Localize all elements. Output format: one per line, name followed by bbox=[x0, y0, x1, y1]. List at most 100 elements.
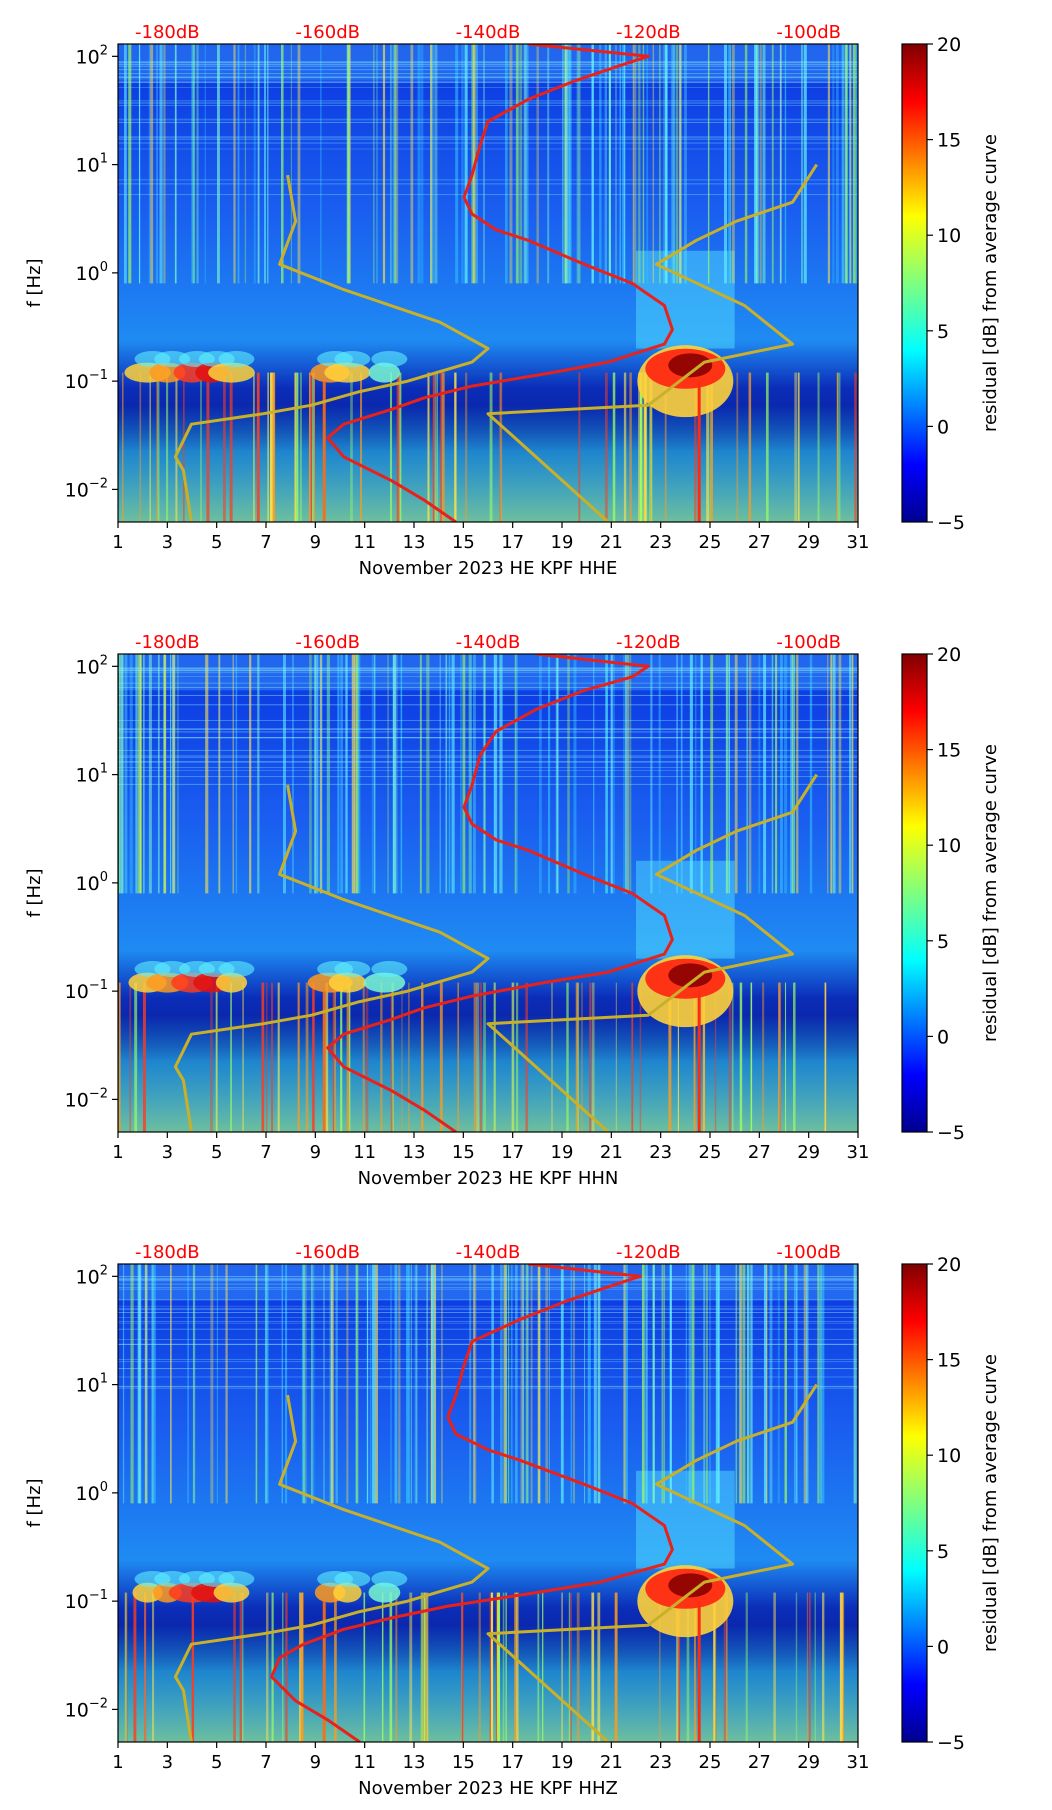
noise-model-curve bbox=[173, 784, 490, 1132]
event-spike bbox=[677, 982, 680, 1132]
transient-stripe bbox=[170, 1264, 172, 1504]
event-spike bbox=[365, 982, 369, 1132]
transient-stripe bbox=[715, 1264, 719, 1504]
transient-stripe bbox=[836, 44, 839, 284]
x-tick-label: 1 bbox=[112, 1752, 123, 1773]
noise-model-curve bbox=[486, 773, 818, 1132]
transient-stripe bbox=[790, 654, 793, 894]
event-spike bbox=[597, 1592, 601, 1742]
event-spike bbox=[398, 372, 402, 522]
transient-stripe bbox=[285, 1264, 288, 1504]
transient-stripe bbox=[310, 1264, 313, 1504]
transient-stripe bbox=[351, 654, 355, 894]
x-tick-label: 27 bbox=[748, 1142, 771, 1163]
transient-stripe bbox=[555, 654, 559, 894]
transient-stripe bbox=[751, 1264, 753, 1504]
transient-stripe bbox=[591, 44, 594, 284]
event-spike bbox=[457, 982, 459, 1132]
event-spike bbox=[322, 381, 326, 522]
transient-stripe bbox=[547, 654, 551, 894]
event-spike bbox=[423, 1592, 426, 1742]
transient-stripe bbox=[623, 654, 625, 894]
transient-stripe bbox=[684, 44, 687, 284]
x-tick-label: 13 bbox=[403, 1752, 426, 1773]
event-spike bbox=[401, 982, 403, 1132]
transient-stripe bbox=[301, 1264, 305, 1504]
spectral-line bbox=[118, 62, 858, 64]
storm-event-peak bbox=[668, 1573, 713, 1598]
transient-stripe bbox=[417, 44, 421, 284]
spectral-line bbox=[118, 104, 858, 106]
transient-stripe bbox=[856, 44, 858, 284]
event-spike bbox=[822, 1592, 825, 1742]
event-spike bbox=[122, 372, 124, 522]
event-spike bbox=[421, 982, 424, 1132]
transient-stripe bbox=[729, 44, 731, 284]
transient-stripe bbox=[461, 44, 464, 284]
colorbar-tick-label: 0 bbox=[937, 1636, 949, 1658]
transient-stripe bbox=[573, 1264, 575, 1504]
plot-frame bbox=[117, 43, 859, 523]
transient-stripe bbox=[441, 1264, 443, 1504]
y-tick-label: 100 bbox=[76, 1480, 108, 1505]
spectral-line bbox=[118, 102, 858, 104]
event-spike bbox=[837, 372, 841, 522]
low-frequency-band bbox=[118, 405, 858, 522]
transient-stripe bbox=[121, 654, 124, 894]
event-spike bbox=[294, 372, 297, 522]
transient-stripe bbox=[508, 1264, 510, 1504]
event-spike bbox=[166, 372, 169, 522]
event-spike bbox=[765, 372, 769, 522]
event-spike bbox=[200, 372, 202, 522]
transient-stripe bbox=[469, 1264, 472, 1504]
spectral-line bbox=[118, 73, 858, 75]
transient-stripe bbox=[515, 44, 519, 284]
x-tick-label: 9 bbox=[310, 1142, 321, 1163]
y-tick-label: 102 bbox=[76, 43, 108, 68]
event-spike bbox=[678, 1592, 681, 1742]
transient-stripe bbox=[281, 1264, 284, 1504]
event-spike bbox=[223, 372, 226, 522]
transient-stripe bbox=[629, 654, 632, 894]
transient-stripe bbox=[803, 44, 807, 284]
transient-stripe bbox=[430, 44, 432, 284]
y-tick-label: 101 bbox=[76, 152, 108, 177]
transient-stripe bbox=[122, 1264, 125, 1504]
transient-stripe bbox=[688, 1264, 692, 1504]
spectral-line bbox=[118, 770, 858, 771]
transient-stripe bbox=[431, 1264, 435, 1504]
event-spike bbox=[568, 1592, 571, 1742]
event-spike bbox=[144, 1592, 147, 1742]
transient-stripe bbox=[371, 654, 375, 894]
transient-stripe bbox=[525, 1264, 529, 1504]
x-tick-label: 1 bbox=[112, 532, 123, 553]
x-tick-label: 31 bbox=[847, 1752, 870, 1773]
db-axis-label: -120dB bbox=[616, 22, 681, 43]
event-spike bbox=[591, 1592, 595, 1742]
microseism-blob bbox=[334, 351, 371, 368]
transient-stripe bbox=[145, 1264, 148, 1504]
transient-stripe bbox=[672, 44, 676, 284]
colorbar bbox=[901, 653, 928, 1133]
noise-model-curve bbox=[486, 163, 818, 522]
transient-stripe bbox=[661, 1264, 664, 1504]
transient-stripe bbox=[119, 654, 123, 894]
event-spike bbox=[480, 982, 482, 1132]
db-axis-label: -180dB bbox=[135, 1242, 200, 1263]
transient-stripe bbox=[689, 654, 693, 894]
x-tick-label: 5 bbox=[211, 1142, 222, 1163]
event-spike bbox=[604, 372, 608, 522]
event-spike bbox=[578, 372, 581, 522]
transient-stripe bbox=[515, 1264, 518, 1504]
event-spike bbox=[233, 1592, 236, 1742]
transient-stripe bbox=[728, 44, 731, 284]
event-spike bbox=[806, 1592, 809, 1742]
transient-stripe bbox=[663, 1264, 665, 1504]
transient-stripe bbox=[138, 654, 141, 894]
transient-stripe bbox=[703, 1264, 705, 1504]
transient-stripe bbox=[652, 1264, 655, 1504]
microseism-blob bbox=[213, 1582, 250, 1603]
transient-stripe bbox=[604, 44, 608, 284]
transient-stripe bbox=[739, 1264, 743, 1504]
